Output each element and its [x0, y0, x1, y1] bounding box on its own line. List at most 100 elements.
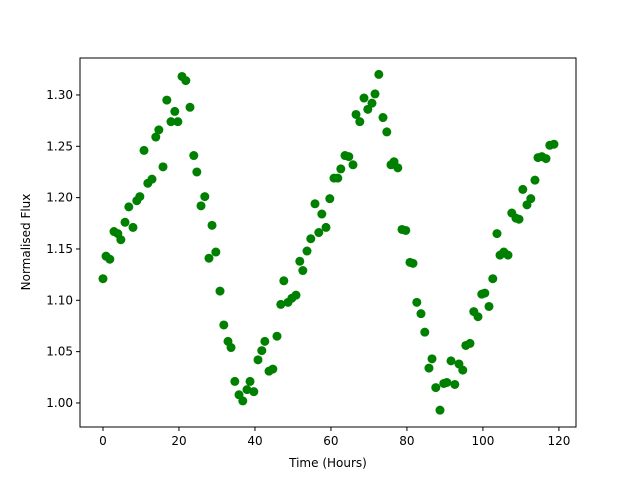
point [268, 364, 278, 374]
point [306, 234, 316, 244]
point [492, 229, 502, 239]
x-tick-label: 120 [547, 434, 570, 448]
point [416, 309, 426, 319]
point [276, 299, 286, 309]
x-tick-label: 40 [247, 434, 262, 448]
point [295, 256, 305, 266]
x-tick-label: 20 [171, 434, 186, 448]
point [541, 154, 551, 164]
y-tick-label: 1.20 [46, 191, 73, 205]
point [139, 145, 149, 155]
point [173, 117, 183, 127]
point [170, 106, 180, 116]
point [484, 301, 494, 311]
point [200, 192, 210, 202]
point [310, 199, 320, 209]
x-tick-label: 60 [323, 434, 338, 448]
point [185, 102, 195, 112]
point [435, 405, 445, 415]
point [442, 377, 452, 387]
point [98, 274, 108, 284]
point [162, 95, 172, 105]
point [344, 152, 354, 162]
point [518, 184, 528, 194]
point [526, 194, 536, 204]
point [351, 109, 361, 119]
point [181, 76, 191, 86]
point [204, 253, 214, 263]
point [166, 117, 176, 127]
point [230, 376, 240, 386]
point [427, 354, 437, 364]
plot-frame [79, 57, 577, 428]
point [116, 235, 126, 245]
point [348, 160, 358, 170]
y-tick-label: 1.00 [46, 396, 73, 410]
point [189, 151, 199, 161]
point [465, 338, 475, 348]
point [135, 192, 145, 202]
point [473, 312, 483, 322]
point [370, 89, 380, 99]
y-tick-label: 1.25 [46, 139, 73, 153]
point [257, 346, 267, 356]
point [192, 167, 202, 177]
point [336, 164, 346, 174]
point [242, 385, 252, 395]
point [253, 355, 263, 365]
point [211, 247, 221, 257]
point [488, 274, 498, 284]
point [458, 365, 468, 375]
x-tick-label: 0 [99, 434, 107, 448]
point [431, 383, 441, 393]
point [530, 175, 540, 185]
point [401, 225, 411, 235]
point [393, 163, 403, 173]
point [314, 228, 324, 238]
point [412, 297, 422, 307]
point [359, 93, 369, 103]
point [355, 117, 365, 127]
point [374, 69, 384, 79]
point [480, 288, 490, 298]
point [382, 127, 392, 137]
point [151, 132, 161, 142]
point [291, 290, 301, 300]
point [279, 276, 289, 286]
point [120, 217, 130, 227]
point [298, 266, 308, 276]
point [245, 376, 255, 386]
point [272, 331, 282, 341]
y-axis-label: Normalised Flux [19, 194, 33, 291]
point [219, 320, 229, 330]
point [260, 336, 270, 346]
point [549, 139, 559, 149]
point [321, 222, 331, 232]
y-tick-label: 1.15 [46, 242, 73, 256]
point [128, 222, 138, 232]
y-tick-label: 1.10 [46, 293, 73, 307]
point [249, 387, 259, 397]
point [196, 201, 206, 211]
point [325, 194, 335, 204]
x-axis-label: Time (Hours) [288, 456, 367, 470]
y-tick-label: 1.30 [46, 88, 73, 102]
point [215, 286, 225, 296]
point [124, 202, 134, 212]
point [154, 125, 164, 135]
point [317, 209, 327, 219]
point [420, 327, 430, 337]
point [450, 379, 460, 389]
x-tick-label: 80 [399, 434, 414, 448]
point [333, 173, 343, 183]
point [503, 250, 513, 260]
point [408, 258, 418, 268]
y-tick-label: 1.05 [46, 345, 73, 359]
point [446, 356, 456, 366]
x-tick-label: 100 [471, 434, 494, 448]
point [226, 343, 236, 353]
point [302, 246, 312, 256]
point [158, 162, 168, 172]
